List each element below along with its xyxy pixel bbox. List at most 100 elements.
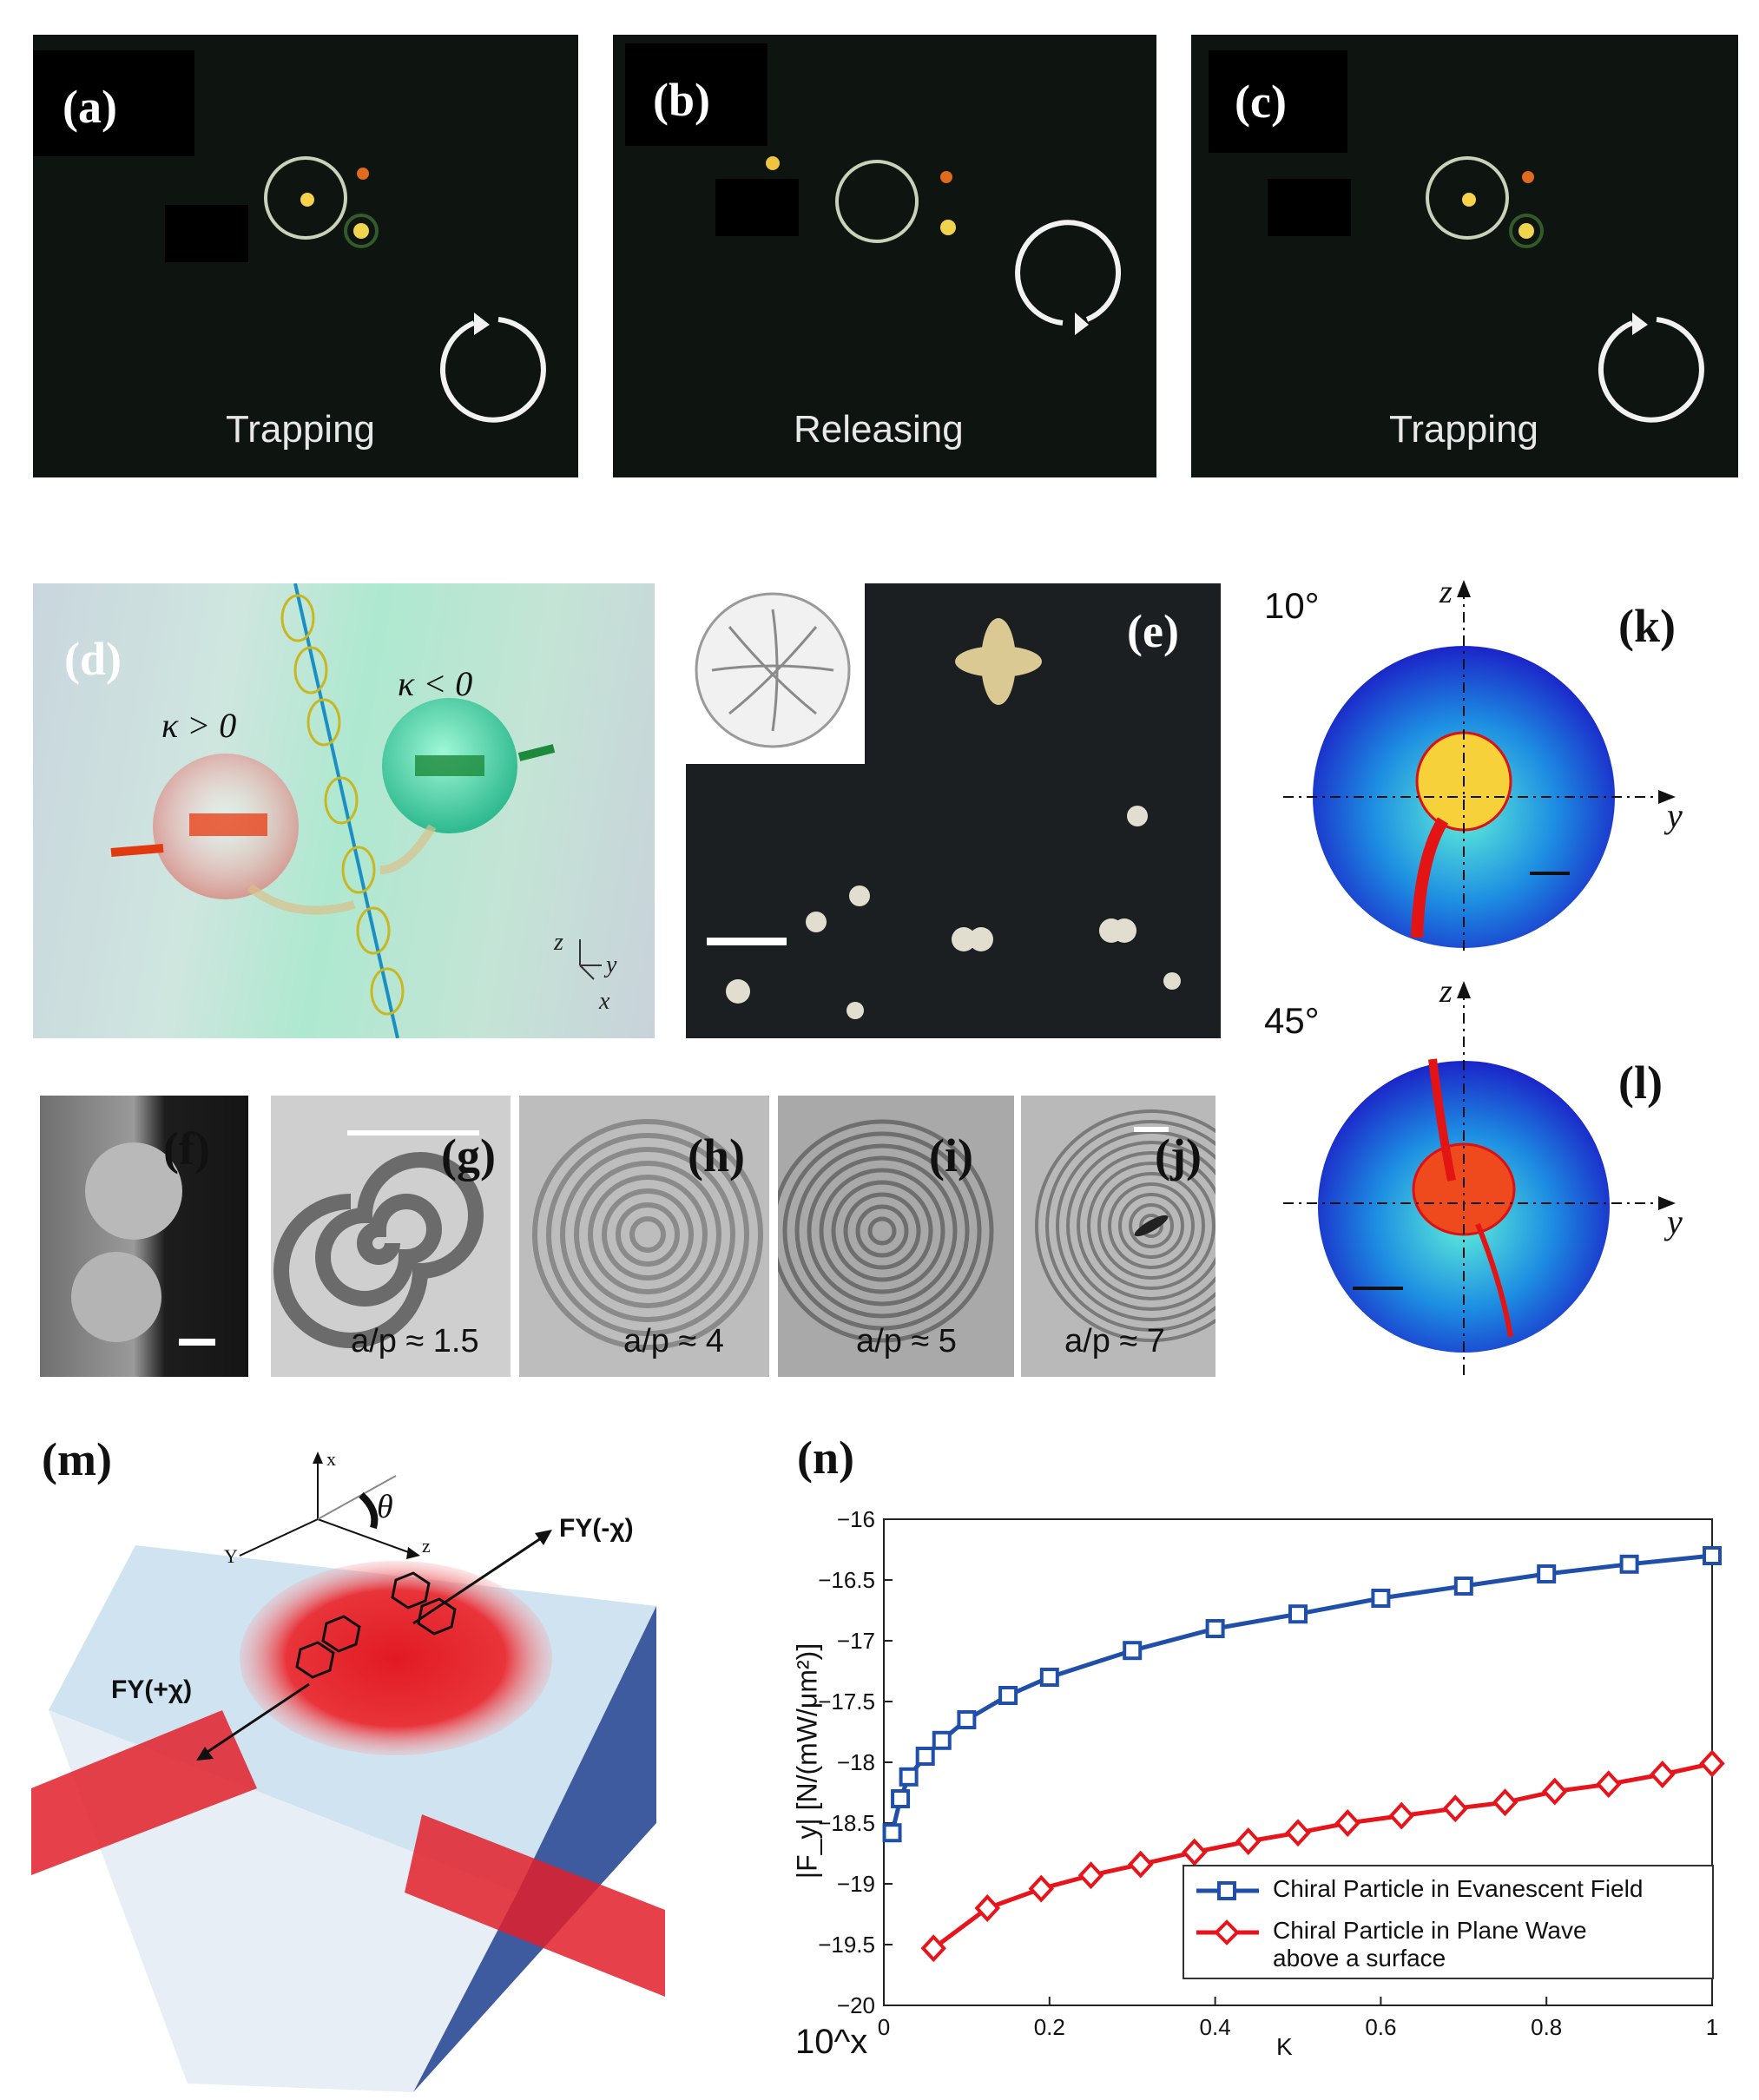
- panel-label-g: (g): [441, 1129, 496, 1182]
- force-field-plot-45deg: [1283, 981, 1676, 1380]
- theta-label: θ: [377, 1489, 393, 1525]
- caption-trapping: Trapping: [226, 408, 376, 451]
- series-line-evanescent: [890, 1553, 1713, 1833]
- panel-label-b: (b): [653, 74, 710, 126]
- panel-d-image: (d) κ > 0 κ < 0 z y x: [33, 583, 655, 1038]
- data-point-square: [1537, 1564, 1557, 1583]
- label-backdrop: [33, 50, 194, 156]
- panel-label-i: (i): [929, 1129, 973, 1182]
- x-tick-label: 0.8: [1531, 2014, 1562, 2040]
- data-point-square: [1039, 1668, 1059, 1687]
- data-point-square: [891, 1789, 911, 1808]
- data-point-square: [915, 1747, 935, 1766]
- spiral-pattern: [273, 1130, 484, 1348]
- panel-label-k: (k): [1618, 600, 1676, 652]
- label-backdrop: [625, 43, 768, 146]
- legend-entry-plane-wave: Chiral Particle in Plane Wave above a su…: [1193, 1915, 1705, 1972]
- axis-z-label: z: [554, 929, 563, 956]
- sphere-inset-drawing: [695, 592, 851, 748]
- axis-y-label: Y: [224, 1545, 238, 1567]
- panel-label-a: (a): [63, 81, 117, 133]
- y-tick-label: −17.5: [818, 1689, 875, 1715]
- data-point-diamond: [1235, 1827, 1262, 1855]
- redaction-box: [715, 179, 799, 236]
- data-point-square: [899, 1767, 919, 1787]
- angle-label-10: 10°: [1264, 585, 1320, 626]
- y-tick-label: −18: [837, 1749, 875, 1775]
- data-point-square: [1619, 1554, 1639, 1574]
- panel-label-e: (e): [1127, 605, 1179, 657]
- data-point-diamond: [1542, 1777, 1568, 1806]
- ratio-caption: a/p ≈ 5: [856, 1323, 957, 1359]
- panel-j-image: (j) a/p ≈ 7: [1021, 1096, 1215, 1377]
- legend-marker-square: [1196, 1881, 1259, 1900]
- data-point-diamond: [1699, 1749, 1725, 1778]
- panel-a-image: (a) Trapping: [33, 35, 578, 477]
- data-point-diamond: [1128, 1850, 1154, 1879]
- redaction-box: [1268, 179, 1351, 236]
- caption-trapping: Trapping: [1389, 408, 1539, 451]
- data-point-diamond: [1442, 1794, 1468, 1823]
- data-point-diamond: [1334, 1809, 1360, 1837]
- chiral-beam-diagram: [110, 583, 602, 1038]
- panel-h-image: (h) a/p ≈ 4: [519, 1096, 769, 1377]
- data-point-diamond: [974, 1894, 1000, 1922]
- y-tick-label: −16: [837, 1506, 875, 1532]
- ratio-caption: a/p ≈ 4: [623, 1323, 724, 1359]
- kappa-positive-label: κ > 0: [161, 706, 237, 745]
- force-negative-label: FY(-χ): [559, 1514, 634, 1543]
- data-point-diamond: [1492, 1788, 1519, 1817]
- data-point-square: [1288, 1604, 1308, 1624]
- panel-label-f: (f): [163, 1122, 210, 1175]
- panel-label-m: (m): [42, 1433, 112, 1485]
- redaction-box: [165, 205, 248, 262]
- data-point-square: [1205, 1619, 1225, 1638]
- y-tick-label: −17: [837, 1628, 875, 1654]
- ratio-caption: a/p ≈ 1.5: [351, 1323, 479, 1359]
- data-point-square: [932, 1730, 952, 1750]
- data-point-square: [1371, 1589, 1391, 1608]
- chart-legend: Chiral Particle in Evanescent Field Chir…: [1183, 1865, 1714, 1979]
- axis-x-label: x: [326, 1448, 336, 1470]
- force-positive-label: FY(+χ): [111, 1675, 193, 1704]
- ratio-caption: a/p ≈ 7: [1064, 1323, 1165, 1359]
- force-vs-kappa-chart: 0 0.2 0.4 0.6 0.8 1 −16 −16.5 −17 −17.5 −18 −18.5 −1…: [818, 1506, 1725, 2040]
- evanescent-field-diagram: [31, 1452, 665, 2092]
- data-point-diamond: [1077, 1861, 1104, 1890]
- axis-z-label: z: [1439, 574, 1453, 610]
- data-point-square: [957, 1710, 977, 1729]
- y-tick-label: −20: [837, 1992, 875, 2018]
- axis-y-label: y: [1667, 796, 1683, 835]
- x-tick-label: 1: [1706, 2014, 1718, 2040]
- data-point-square: [882, 1823, 902, 1843]
- panel-i-image: (i) a/p ≈ 5: [778, 1096, 1014, 1377]
- panel-b-image: (b) Releasing: [613, 35, 1156, 477]
- legend-marker-diamond: [1196, 1919, 1259, 1945]
- data-point-diamond: [1650, 1761, 1676, 1788]
- panel-g-image: (g) a/p ≈ 1.5: [271, 1096, 511, 1377]
- y-tick-label: −19: [837, 1871, 875, 1897]
- panel-l-image: 45° z y (l): [1250, 972, 1745, 1389]
- trapping-scene: [264, 156, 546, 423]
- x-tick-label: 0.2: [1034, 2014, 1065, 2040]
- x-tick-label: 0.4: [1200, 2014, 1231, 2040]
- legend-label-evanescent: Chiral Particle in Evanescent Field: [1273, 1875, 1644, 1902]
- panel-label-l: (l): [1618, 1057, 1663, 1109]
- data-point-diamond: [1596, 1770, 1622, 1799]
- spiral-pattern: [778, 1119, 994, 1343]
- axis-y-label: y: [1667, 1202, 1683, 1241]
- caption-releasing: Releasing: [794, 408, 964, 451]
- legend-label-plane-wave: Chiral Particle in Plane Wave above a su…: [1273, 1917, 1587, 1972]
- panel-label-d: (d): [64, 633, 122, 685]
- data-point-diamond: [1182, 1838, 1208, 1866]
- legend-entry-evanescent: Chiral Particle in Evanescent Field: [1193, 1873, 1705, 1908]
- y-axis-title: |F_y| [N/(mW/μm²)]: [791, 1642, 823, 1879]
- panel-c-image: (c) Trapping: [1191, 35, 1738, 477]
- trapping-scene: [1426, 156, 1704, 423]
- sem-particles: [71, 1142, 215, 1346]
- inset-sphere: [686, 583, 865, 764]
- data-point-square: [1123, 1641, 1143, 1661]
- panel-label-c: (c): [1235, 76, 1287, 128]
- panel-k-image: 10° z y (k): [1250, 573, 1745, 955]
- releasing-scene: [766, 156, 1122, 335]
